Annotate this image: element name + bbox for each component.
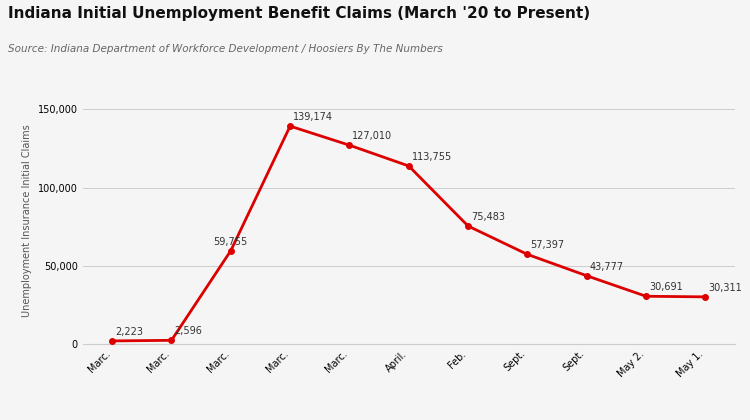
- Text: 2,596: 2,596: [175, 326, 202, 336]
- Text: 59,755: 59,755: [213, 237, 248, 247]
- Text: 127,010: 127,010: [352, 131, 392, 141]
- Text: 75,483: 75,483: [471, 212, 505, 222]
- Text: 139,174: 139,174: [293, 112, 333, 122]
- Text: 30,311: 30,311: [708, 283, 742, 293]
- Text: 30,691: 30,691: [649, 282, 682, 292]
- Text: 113,755: 113,755: [412, 152, 452, 162]
- Text: Source: Indiana Department of Workforce Development / Hoosiers By The Numbers: Source: Indiana Department of Workforce …: [8, 44, 442, 54]
- Text: 43,777: 43,777: [590, 262, 624, 272]
- Text: 2,223: 2,223: [116, 327, 143, 337]
- Text: Indiana Initial Unemployment Benefit Claims (March '20 to Present): Indiana Initial Unemployment Benefit Cla…: [8, 6, 590, 21]
- Text: 57,397: 57,397: [530, 241, 565, 250]
- Y-axis label: Unemployment Insurance Initial Claims: Unemployment Insurance Initial Claims: [22, 124, 32, 317]
